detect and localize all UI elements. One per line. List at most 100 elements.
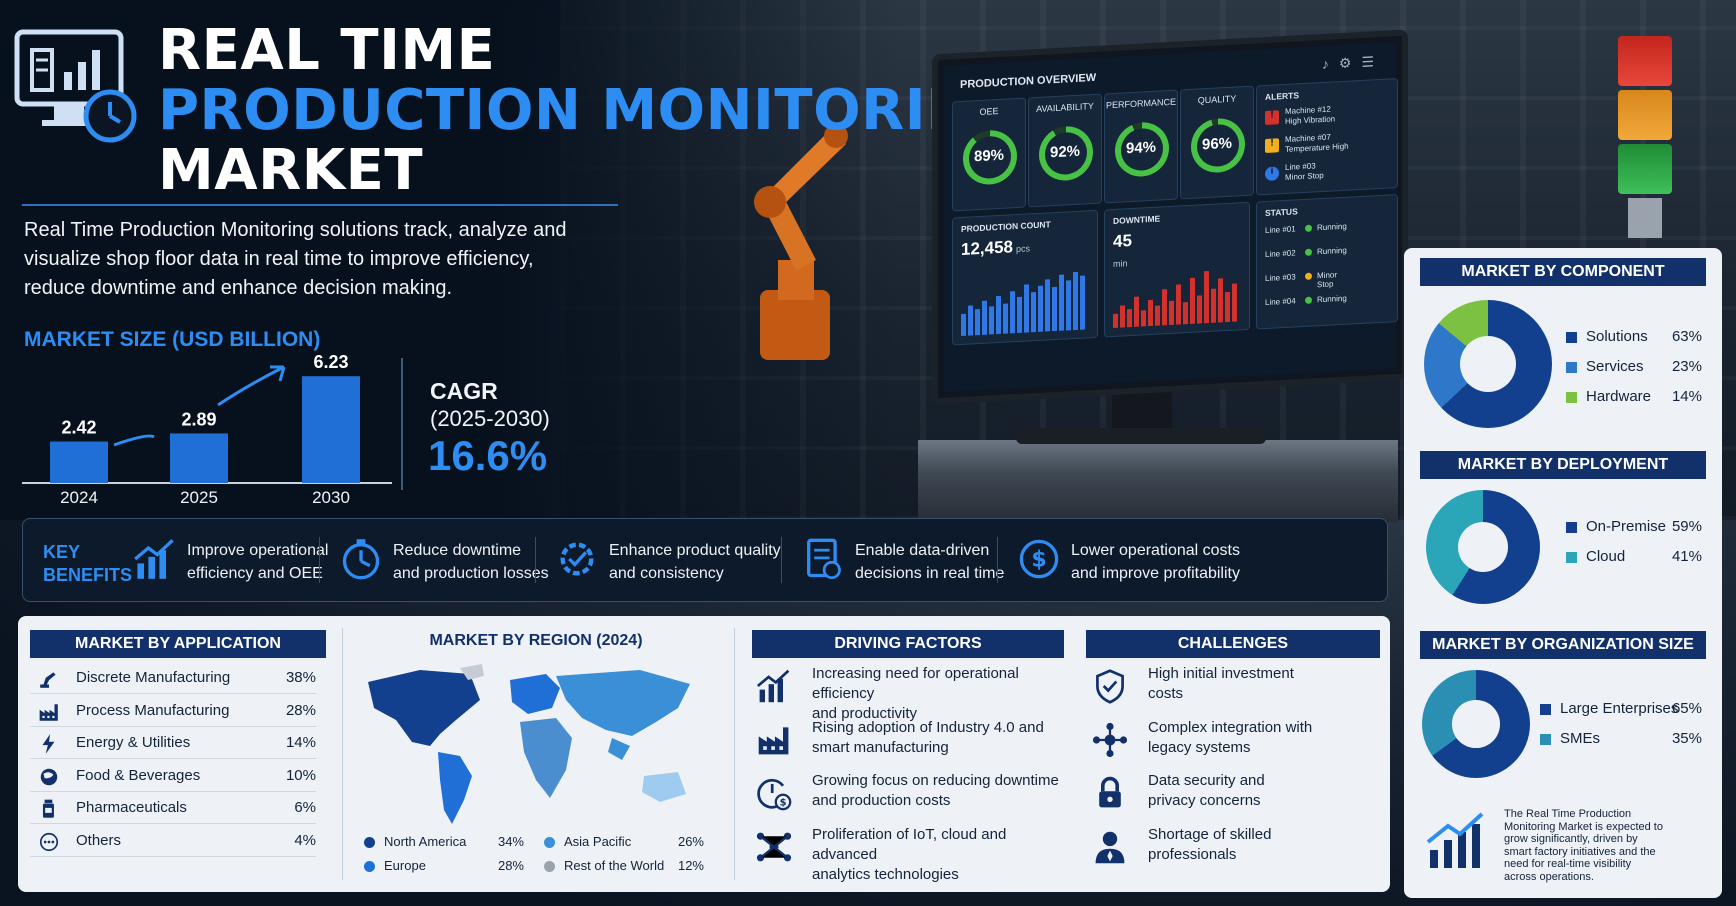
- challenges-text: Shortage of skilled professionals: [1148, 825, 1408, 865]
- application-value: 14%: [285, 734, 316, 751]
- svg-text:$: $: [780, 798, 787, 809]
- region-legend-item: Asia Pacific 26%: [544, 834, 704, 852]
- region-value: 26%: [677, 834, 704, 849]
- region-legend-item: North America 34%: [364, 834, 524, 852]
- legend-swatch: [1540, 704, 1551, 715]
- kpi-name: OEE: [979, 105, 999, 117]
- gear-icon[interactable]: ⚙: [1338, 53, 1362, 72]
- alert-item[interactable]: i Line #03 Minor Stop: [1265, 161, 1324, 184]
- legend-label: Hardware: [1586, 388, 1652, 405]
- bar-2025: [170, 433, 228, 483]
- status-line: Line #01: [1265, 224, 1296, 236]
- screen-toolbar: ♪⚙☰: [1322, 53, 1384, 73]
- status-line: Line #02: [1265, 248, 1296, 260]
- drivers-text: Rising adoption of Industry 4.0 and smart…: [812, 718, 1072, 758]
- integration-icon: [1092, 722, 1128, 758]
- warning-yellow-icon: !: [1265, 138, 1279, 154]
- application-name: Others: [76, 831, 122, 849]
- application-row: Pharmaceuticals 6%: [30, 792, 316, 824]
- component-donut: [1424, 300, 1552, 428]
- challenges-text: Data security and privacy concerns: [1148, 771, 1408, 811]
- status-dot: [1305, 224, 1312, 232]
- growth-chart-icon: [756, 668, 792, 704]
- legend-item: Cloud 41%: [1566, 548, 1702, 568]
- challenges-text: Complex integration with legacy systems: [1148, 718, 1408, 758]
- status-row: Line #03 Minor Stop: [1265, 270, 1347, 289]
- region-name: Europe: [384, 858, 426, 873]
- bar-2030: [302, 376, 360, 483]
- mini-bar: [975, 308, 980, 336]
- legend-value: 63%: [1671, 328, 1702, 345]
- network-icon: [756, 829, 792, 865]
- benefit-text: Improve operational efficiency and OEE: [187, 539, 417, 585]
- status-line: Line #03: [1265, 272, 1296, 284]
- line-1: Data security and: [1148, 772, 1265, 789]
- red-light: [1618, 36, 1672, 86]
- region-legend-item: Rest of the World 12%: [544, 858, 704, 876]
- application-name: Pharmaceuticals: [76, 799, 187, 816]
- intro-text: Real Time Production Monitoring solution…: [24, 219, 567, 299]
- mini-bar: [1066, 280, 1071, 331]
- drivers-text: Growing focus on reducing downtime and pr…: [812, 771, 1072, 811]
- challenge-item: Shortage of skilled professionals: [1092, 825, 1392, 873]
- mini-bar: [1045, 279, 1050, 332]
- signal-light-tower: [1612, 30, 1678, 250]
- production-count-panel: PRODUCTION COUNT 12,458 pcs: [952, 209, 1098, 346]
- divider: [342, 628, 343, 880]
- mini-bar: [1169, 300, 1174, 326]
- drivers-text: Increasing need for operational efficien…: [812, 664, 1072, 724]
- component-header: MARKET BY COMPONENT: [1420, 258, 1706, 286]
- menu-icon[interactable]: ☰: [1361, 52, 1384, 70]
- line-1: High initial investment: [1148, 665, 1294, 682]
- kpi-card-quality: QUALITY 96%: [1180, 85, 1254, 200]
- legend-label: On-Premise: [1586, 518, 1667, 535]
- mini-bar: [1183, 302, 1188, 325]
- line-1: Shortage of skilled: [1148, 825, 1272, 843]
- status-line: Line #04: [1265, 296, 1296, 308]
- org-size-donut: [1422, 670, 1530, 778]
- bar-2024: [50, 441, 108, 483]
- benefit-item: Enhance product quality and consistency: [555, 533, 815, 589]
- kpi-card-performance: PERFORMANCE 94%: [1104, 89, 1178, 204]
- application-name: Discrete Manufacturing: [76, 669, 231, 686]
- key-benefits-bar: KEY BENEFITS Improve operational efficienc…: [22, 518, 1388, 602]
- bar-value-label: 2.42: [61, 418, 96, 438]
- mini-bar: [1113, 313, 1118, 328]
- status-state: Running: [1317, 221, 1347, 233]
- benefit-text: Lower operational costs and improve profi…: [1071, 539, 1301, 585]
- mini-bar: [1232, 283, 1237, 322]
- alert-line-1: Line #03: [1285, 161, 1316, 172]
- status-dot: [1305, 272, 1312, 280]
- green-light: [1618, 144, 1672, 194]
- kpi-card-availability: AVAILABILITY 92%: [1028, 93, 1102, 208]
- kpi-name: QUALITY: [1197, 93, 1237, 106]
- benefit-line-1: Improve operational: [187, 542, 329, 559]
- mini-bar: [1190, 277, 1195, 324]
- bell-icon[interactable]: ♪: [1321, 55, 1339, 73]
- legend-value: 35%: [1671, 730, 1702, 747]
- alert-text: Line #03 Minor Stop: [1285, 161, 1324, 183]
- application-value: 10%: [285, 766, 316, 784]
- monitor-stopwatch-icon: [14, 29, 137, 143]
- status-dot: [1305, 248, 1312, 256]
- region-name: Rest of the World: [564, 858, 665, 873]
- benefit-line-2: and production losses: [393, 565, 549, 582]
- line-2: smart manufacturing: [812, 738, 949, 756]
- alert-item[interactable]: ! Machine #07 Temperature High: [1265, 132, 1349, 156]
- status-state: Running: [1317, 293, 1347, 305]
- alerts-title: ALERTS: [1265, 90, 1299, 103]
- region-dot: [364, 837, 375, 848]
- mini-bar: [1204, 270, 1209, 324]
- line-1: Complex integration with: [1148, 718, 1313, 736]
- mini-bar: [989, 306, 994, 335]
- mini-bar: [1225, 291, 1230, 323]
- legend-item: SMEs 35%: [1540, 730, 1702, 750]
- trend-arrowhead: [270, 365, 286, 382]
- cagr-label: CAGR: [430, 378, 498, 404]
- mini-bar: [1073, 271, 1078, 331]
- line-2: privacy concerns: [1148, 792, 1261, 809]
- alert-item[interactable]: ! Machine #12 High Vibration: [1265, 104, 1335, 128]
- status-state: Running: [1317, 245, 1347, 257]
- world-map: [368, 664, 690, 824]
- legend-value: 23%: [1671, 358, 1702, 375]
